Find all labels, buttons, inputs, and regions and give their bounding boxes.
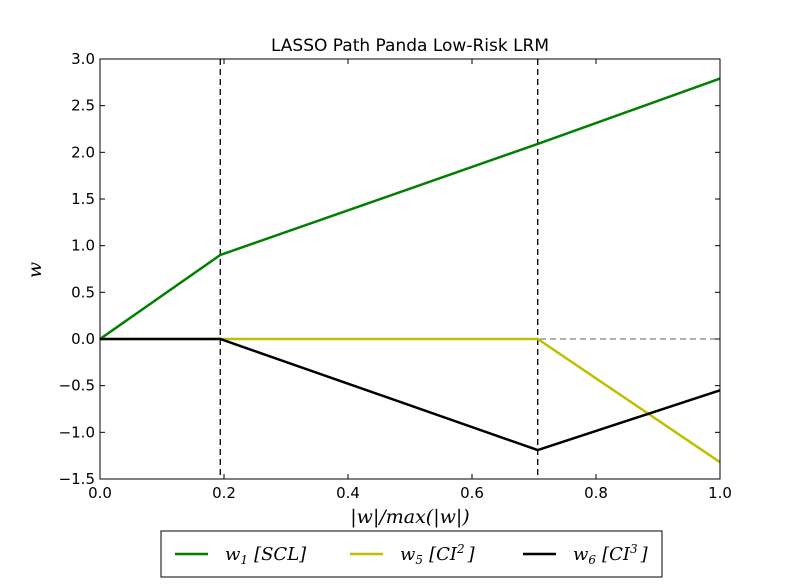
svg-text:w: w (24, 262, 46, 278)
x-tick-label: 0.8 (584, 484, 608, 502)
y-tick-label: 0.5 (71, 283, 95, 301)
y-tick-label: 3.0 (71, 50, 95, 68)
legend-frame (160, 530, 663, 578)
plot-area (99, 59, 721, 479)
y-tick-label: 1.0 (71, 237, 95, 255)
x-tick-label: 0.6 (460, 484, 484, 502)
plot-frame (99, 58, 721, 480)
y-tick-label: 2.5 (71, 97, 95, 115)
legend-label-w5: w5 [CI2] (400, 542, 476, 567)
legend-label-w6: w6 [CI3] (573, 542, 649, 567)
y-tick-label: 1.5 (71, 190, 95, 208)
legend-label-w1: w1 [SCL] (225, 544, 307, 567)
x-tick-label: 1.0 (708, 484, 732, 502)
chart-title: LASSO Path Panda Low-Risk LRM (271, 36, 549, 56)
y-tick-label: −1.0 (59, 423, 95, 441)
x-axis-label: |w|/max(|w|) (350, 506, 469, 528)
y-tick-label: −0.5 (59, 377, 95, 395)
y-tick-label: 2.0 (71, 143, 95, 161)
series-line-w1 (99, 77, 721, 341)
y-tick-label: −1.5 (59, 470, 95, 488)
x-tick-label: 0.0 (88, 484, 112, 502)
x-tick-label: 0.2 (212, 484, 236, 502)
series-line-w5 (100, 337, 721, 464)
y-axis-label: w (24, 262, 46, 278)
y-tick-label: 0.0 (71, 330, 95, 348)
legend: w1 [SCL] w5 [CI2] w6 [CI3] (160, 530, 663, 578)
series-line-w6 (100, 337, 721, 452)
axes: 0.0 0.2 0.4 0.6 0.8 1.0 −1.5 −1.0 −0.5 0.0 0.5 1.0 1… (59, 50, 732, 502)
x-tick-label: 0.4 (336, 484, 360, 502)
svg-text:|w|/max(|w|): |w|/max(|w|) (350, 506, 469, 528)
